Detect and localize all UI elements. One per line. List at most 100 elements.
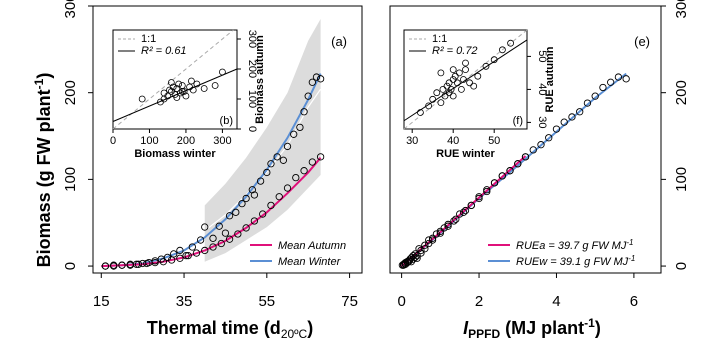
inset-f-point xyxy=(437,99,445,106)
left-xlabel: Thermal time (d20ºC) xyxy=(147,318,313,341)
winter-point xyxy=(411,250,419,258)
winter-point xyxy=(296,123,304,132)
autumn-point xyxy=(498,172,506,180)
inset-f-ylabel: RUE autumn xyxy=(544,46,556,112)
winter-point xyxy=(300,108,308,116)
inset-b-point xyxy=(173,85,181,92)
autumn-point xyxy=(403,258,412,267)
winter-point xyxy=(290,130,298,138)
inset-b-leg-label-1: 1:1 xyxy=(141,33,156,45)
inset-f-x-tick-label: 50 xyxy=(488,135,500,147)
winter-point xyxy=(279,156,288,164)
winter-point xyxy=(273,153,281,161)
inset-b-y-tick-label: 300 xyxy=(246,30,258,48)
winter-point xyxy=(163,253,172,262)
winter-point xyxy=(182,252,190,260)
inset-f-point xyxy=(441,92,449,100)
autumn-point xyxy=(209,243,217,251)
autumn-point xyxy=(467,201,475,210)
winter-point xyxy=(456,210,464,218)
winter-point xyxy=(614,73,623,81)
x-tick-label: 6 xyxy=(630,293,638,310)
x-tick-label: 4 xyxy=(552,293,560,310)
inset-b-point xyxy=(188,77,195,85)
legend-label-rue-winter: RUEw = 39.1 g FW MJ-1 xyxy=(516,254,635,268)
inset-b-point xyxy=(177,89,184,97)
autumn-point xyxy=(110,262,118,270)
autumn-point xyxy=(506,167,514,175)
winter-point xyxy=(599,83,607,92)
inset-b-x-tick-label: 300 xyxy=(213,135,231,147)
autumn-point xyxy=(417,246,425,255)
inset-f-leg-label-2: R² = 0.72 xyxy=(432,45,478,57)
winter-point xyxy=(188,243,196,251)
inset-f-point xyxy=(466,79,474,87)
autumn-point xyxy=(421,245,429,253)
autumn-point xyxy=(483,186,491,194)
inset-f-point xyxy=(457,86,465,93)
inset-f-tag: (f) xyxy=(513,115,523,127)
y-tick-label: 300 xyxy=(673,0,690,19)
inset-b-point xyxy=(211,82,219,89)
autumn-point xyxy=(521,153,530,161)
winter-point xyxy=(263,168,271,177)
inset-b-x-tick-label: 200 xyxy=(177,135,195,147)
winter-point xyxy=(176,246,184,255)
panel-a-tag: (a) xyxy=(331,34,347,49)
autumn-point xyxy=(126,261,134,269)
autumn-point xyxy=(134,260,143,268)
panel-e: IPPFD (MJ plant-1) (e) 0 2 4 6 0 100 200 300 RUE… xyxy=(389,0,690,341)
y-tick-label: 0 xyxy=(62,262,79,270)
winter-point xyxy=(215,222,223,230)
winter-point xyxy=(450,217,458,225)
x-tick-label: 0 xyxy=(397,293,405,310)
inset-b-y-tick-label: 0 xyxy=(246,126,258,132)
inset-f-point xyxy=(490,56,498,64)
winter-point xyxy=(232,208,240,216)
winter-point xyxy=(415,245,423,253)
autumn-point xyxy=(428,236,437,244)
inset-f-point xyxy=(437,69,445,77)
autumn-point xyxy=(283,184,292,192)
plot-frame xyxy=(389,5,662,274)
inset-f-point xyxy=(474,72,482,80)
inset-f-point xyxy=(449,66,457,73)
variability-band xyxy=(204,19,321,262)
panel-a: Biomass (g FW plant-1) Thermal time (d20… xyxy=(32,0,363,341)
winter-point xyxy=(461,206,470,215)
autumn-point xyxy=(118,261,126,269)
inset-f-fit-line xyxy=(403,39,528,122)
winter-point xyxy=(225,212,234,220)
winter-point xyxy=(242,194,250,203)
inset-f-xlabel: RUE winter xyxy=(436,148,495,160)
inset-f-point xyxy=(453,79,461,87)
inset-b-point xyxy=(219,68,226,76)
inset-f-point xyxy=(445,79,453,87)
panel-e-tag: (e) xyxy=(634,34,650,49)
autumn-point xyxy=(217,239,225,248)
inset-b-x-tick-label: 0 xyxy=(110,135,116,147)
winter-point xyxy=(221,229,230,237)
inset-f-point xyxy=(460,76,467,83)
inset-b-xlabel: Biomass winter xyxy=(134,148,216,160)
autumn-point xyxy=(151,258,159,267)
inset-f-point xyxy=(462,66,469,73)
inset-b-tag: (b) xyxy=(220,115,233,127)
inset-f-x-tick-label: 40 xyxy=(447,135,459,147)
inset-f-point xyxy=(470,82,478,90)
inset-f-point xyxy=(449,92,457,100)
inset-f-point xyxy=(498,46,506,54)
autumn-point xyxy=(292,173,300,182)
inset-f-point xyxy=(449,76,457,83)
winter-point xyxy=(421,241,429,249)
autumn-point xyxy=(459,208,468,216)
inset-f-point xyxy=(425,102,433,110)
winter-point xyxy=(583,99,592,107)
winter-point xyxy=(267,160,275,168)
winter-point xyxy=(312,73,321,81)
x-tick-label: 2 xyxy=(475,293,483,310)
inset-b-y-tick-label: 200 xyxy=(246,60,258,78)
